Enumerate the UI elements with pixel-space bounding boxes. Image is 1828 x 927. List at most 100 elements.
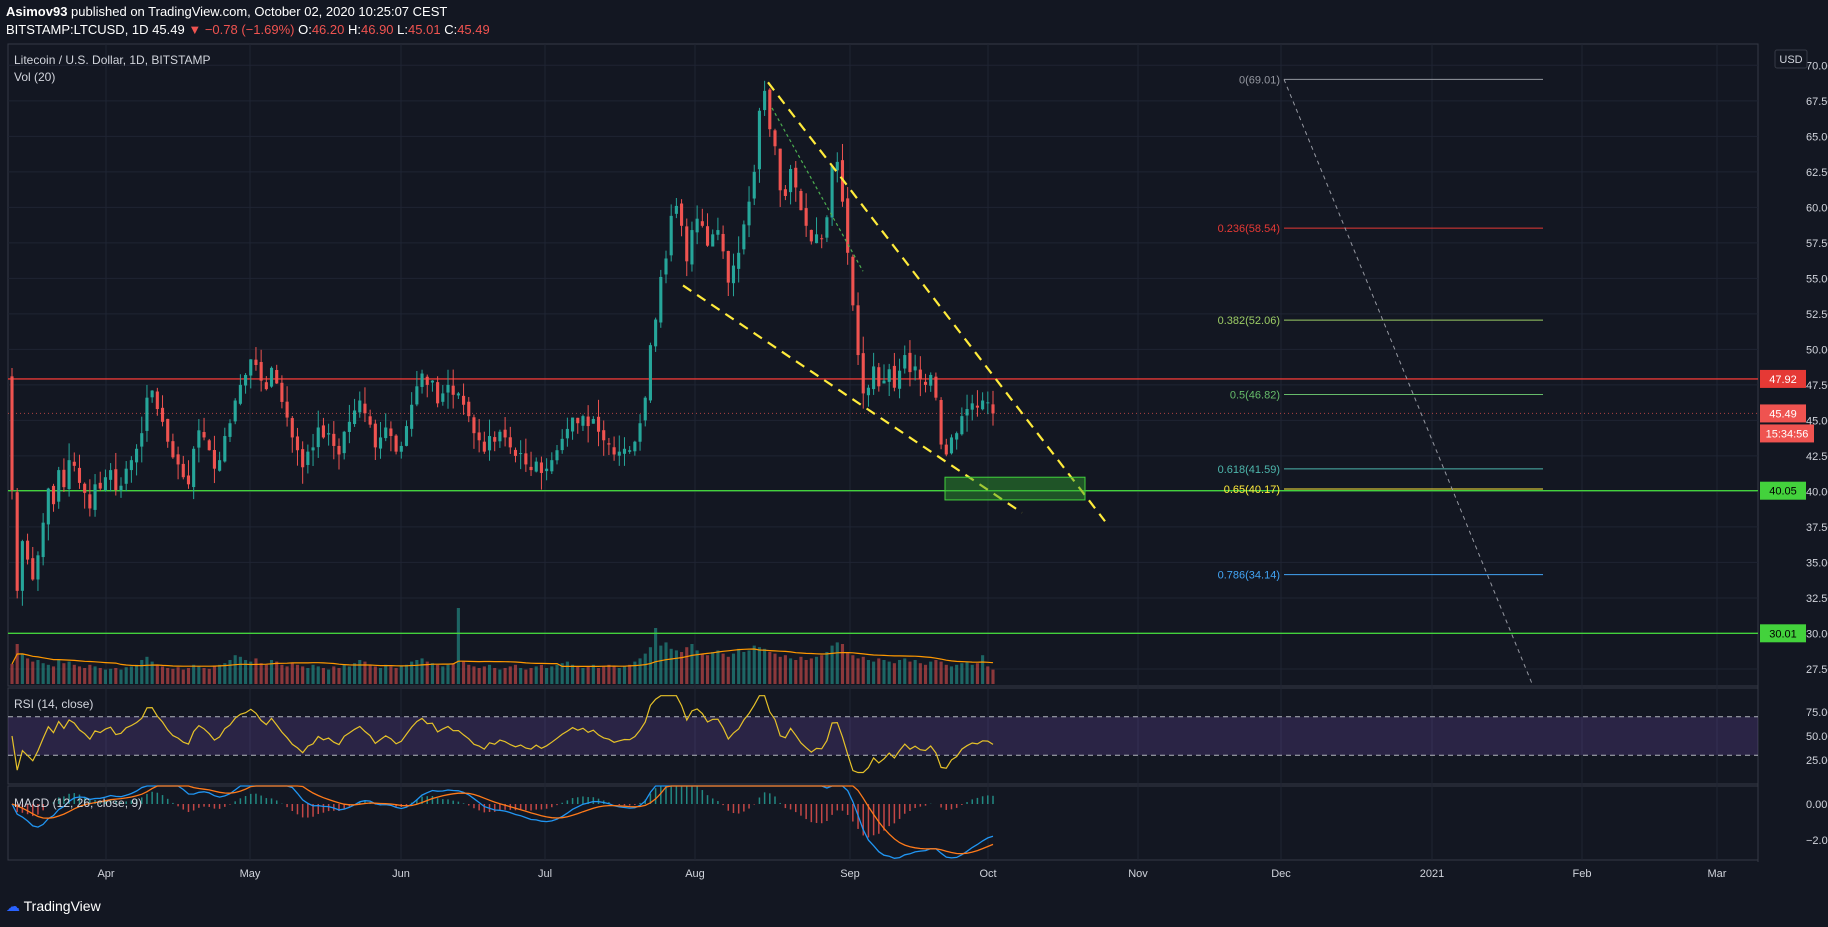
volume-bar [186, 668, 191, 684]
y-tick-label: 47.50 [1806, 380, 1828, 392]
rsi-tick-label: 50.00 [1806, 731, 1828, 743]
candle [970, 403, 974, 410]
volume-bar [280, 664, 284, 684]
volume-bar [872, 661, 876, 684]
volume-bar [700, 653, 704, 684]
volume-bar [20, 653, 24, 684]
volume-bar [503, 668, 507, 684]
candle [186, 475, 191, 485]
candle [820, 238, 824, 240]
volume-bar [181, 669, 185, 684]
candle [228, 423, 232, 437]
candle [700, 221, 704, 226]
candle [321, 425, 325, 438]
author-name[interactable]: Asimov93 [6, 4, 68, 19]
candle [109, 470, 113, 480]
candle [415, 386, 419, 405]
candle [659, 276, 663, 323]
y-tick-label: 52.50 [1806, 309, 1828, 321]
volume-bar [192, 664, 196, 684]
volume-bar [316, 666, 320, 684]
volume-ma-line [11, 648, 994, 667]
candle [353, 410, 357, 425]
horizontal-levels[interactable]: 47.92 40.05 30.01 45.49 15:34:56 [8, 369, 1814, 643]
y-tick-label: 65.00 [1806, 131, 1828, 143]
candle [498, 431, 502, 442]
candle [62, 469, 66, 488]
candle [467, 401, 471, 417]
volume-bar [685, 647, 689, 684]
volume-bar [747, 650, 751, 684]
volume-bar [975, 663, 979, 684]
volume-bar [752, 645, 756, 684]
candle [617, 451, 621, 456]
volume-bar [939, 661, 943, 684]
drawings[interactable] [682, 81, 1106, 522]
volume-bar [467, 664, 471, 684]
candle [918, 369, 922, 380]
candle [581, 416, 585, 426]
candle [160, 407, 165, 422]
volume-bar [581, 668, 585, 684]
y-tick-label: 55.00 [1806, 273, 1828, 285]
candle [680, 203, 684, 226]
volume-bar [295, 664, 300, 684]
candle [430, 380, 434, 383]
candle [332, 433, 336, 446]
volume-bar [555, 664, 559, 684]
fibonacci-retracement[interactable]: 0(69.01) 0.236(58.54) 0.382(52.06) 0.5(46.8… [1218, 74, 1543, 687]
volume-bar [363, 661, 367, 684]
candle [981, 400, 985, 410]
candle [783, 189, 787, 196]
candle [384, 427, 388, 439]
volume-bar [638, 658, 642, 684]
volume-bar [565, 661, 569, 684]
volume-bar [825, 652, 829, 684]
volume-bar [778, 656, 782, 684]
candle [508, 437, 512, 448]
volume-bar [249, 661, 253, 684]
candle [176, 454, 180, 465]
tradingview-logo[interactable]: ☁ TradingView [6, 898, 101, 915]
volume-bar [519, 668, 523, 684]
rsi-line [11, 695, 994, 774]
volume-bar [550, 666, 554, 684]
volume-bar [789, 658, 793, 684]
volume-bar [664, 642, 668, 684]
volume-bar [898, 660, 902, 684]
y-tick-label: 70.00 [1806, 60, 1828, 72]
candle [114, 469, 118, 490]
candle [342, 431, 346, 454]
y-tick-label: 45.00 [1806, 415, 1828, 427]
candle [15, 492, 19, 591]
volume-bar [244, 660, 248, 684]
inner-trend-line [771, 107, 864, 272]
volume-bar [591, 664, 595, 684]
volume-bar [46, 664, 50, 684]
candle [975, 405, 979, 408]
candle [763, 90, 767, 111]
wedge-upper-line [767, 81, 1106, 522]
candle [789, 168, 793, 193]
volume-bar [83, 668, 87, 684]
volume-bar [446, 664, 450, 684]
volume-bar [887, 661, 891, 684]
candle [565, 428, 569, 439]
volume-bar [404, 664, 409, 684]
pane-labels: Litecoin / U.S. Dollar, 1D, BITSTAMP Vol … [14, 53, 211, 810]
volume-bar [259, 663, 263, 684]
candle [633, 441, 637, 452]
candle [877, 367, 881, 387]
candle [347, 421, 351, 432]
volume-bar [576, 666, 580, 684]
candle [939, 399, 943, 445]
volume-bar [768, 652, 772, 684]
volume-bars [10, 608, 995, 684]
fib-trend-line [1283, 79, 1534, 687]
volume-bar [93, 666, 97, 684]
candle [721, 233, 725, 252]
volume-bar [934, 660, 938, 684]
candle [576, 417, 580, 424]
x-tick-label: May [240, 868, 261, 880]
